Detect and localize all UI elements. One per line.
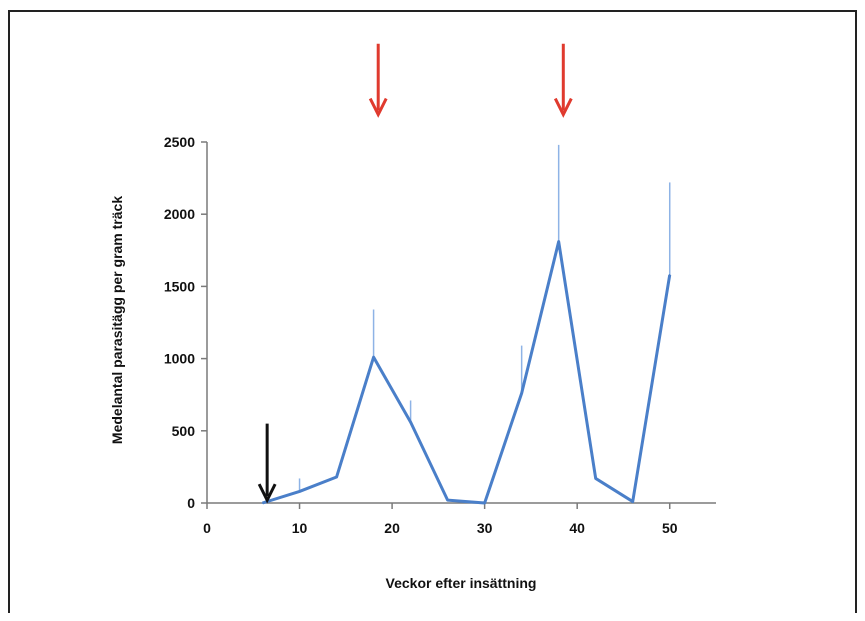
x-axis-label: Veckor efter insättning (386, 575, 537, 591)
arrow-head (257, 483, 277, 504)
data-point (557, 240, 560, 243)
data-point (409, 421, 412, 423)
error-bars (298, 144, 671, 492)
x-tick-label: 30 (477, 520, 493, 536)
data-point (261, 502, 264, 504)
data-point (298, 490, 301, 493)
tick-labels: 0 500 1000 1500 2000 2500 0 10 20 30 40 50 (164, 134, 678, 536)
arrow-head (368, 97, 388, 118)
y-tick-label: 1500 (164, 278, 195, 294)
data-point (335, 476, 338, 478)
axes (201, 141, 716, 509)
y-tick-label: 1000 (164, 351, 195, 367)
x-tick-label: 0 (203, 520, 211, 536)
data-point (483, 502, 486, 504)
annotation-arrows (257, 43, 573, 504)
y-tick-label: 0 (187, 495, 195, 511)
y-tick-label: 500 (172, 423, 196, 439)
data-point (446, 499, 449, 501)
black-arrow-icon (257, 423, 277, 504)
data-point (520, 392, 523, 395)
series-line (262, 240, 672, 505)
x-tick-label: 40 (569, 520, 585, 536)
data-point (594, 477, 597, 480)
data-point (668, 274, 671, 276)
data-point (631, 500, 634, 503)
figure-frame (8, 10, 857, 613)
data-point (372, 356, 375, 358)
x-tick-label: 50 (662, 520, 678, 536)
x-tick-label: 20 (384, 520, 400, 536)
red-arrow-icon (368, 43, 388, 118)
y-tick-label: 2500 (164, 134, 195, 150)
arrow-head (553, 97, 573, 118)
x-tick-label: 10 (292, 520, 308, 536)
red-arrow-icon (553, 43, 573, 118)
y-axis-label: Medelantal parasitägg per gram träck (109, 196, 125, 444)
y-tick-label: 2000 (164, 206, 195, 222)
series-lines (261, 240, 672, 505)
